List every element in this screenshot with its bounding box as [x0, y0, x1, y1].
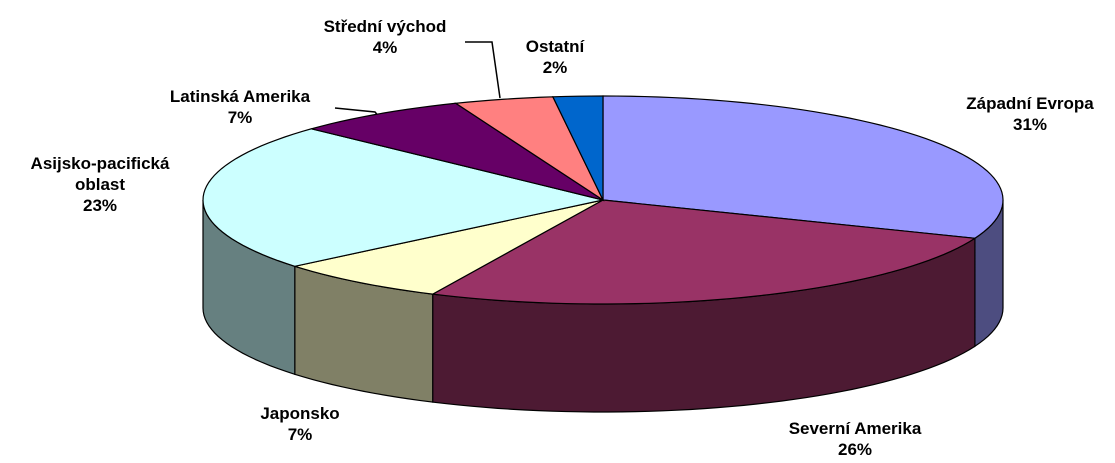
pie-slice: [602, 95, 1004, 239]
category-name: Ostatní: [525, 37, 585, 56]
slice-label: Latinská Amerika 7%: [170, 86, 310, 128]
pie-slice: [430, 199, 977, 305]
slice-label: Ostatní 2%: [526, 36, 585, 78]
slice-label: Střední východ 4%: [324, 16, 447, 58]
category-name: Latinská Amerika: [169, 87, 311, 106]
value-label: 31%: [1012, 115, 1048, 134]
pie-slice: [454, 96, 605, 202]
pie-slice: [292, 199, 604, 295]
category-name: Asijsko-pacifická oblast: [30, 154, 170, 194]
pie-slice: [311, 102, 604, 201]
category-name: Západní Evropa: [966, 94, 1094, 113]
slice-label: Japonsko 7%: [260, 403, 339, 445]
category-name: Japonsko: [260, 404, 340, 423]
slice-label: Západní Evropa 31%: [966, 93, 1094, 135]
slice-label: Severní Amerika 26%: [789, 418, 922, 460]
slice-label: Asijsko-pacifická oblast 23%: [25, 153, 175, 216]
category-name: Střední východ: [323, 17, 447, 36]
pie-slice: [202, 128, 604, 267]
value-label: 26%: [837, 440, 873, 459]
pie-slice: [551, 95, 604, 201]
category-name: Severní Amerika: [788, 419, 922, 438]
value-label: 7%: [287, 425, 313, 444]
leader-line: [465, 41, 501, 99]
value-label: 7%: [227, 108, 253, 127]
value-label: 23%: [82, 196, 118, 215]
value-label: 2%: [542, 58, 568, 77]
value-label: 4%: [372, 38, 398, 57]
